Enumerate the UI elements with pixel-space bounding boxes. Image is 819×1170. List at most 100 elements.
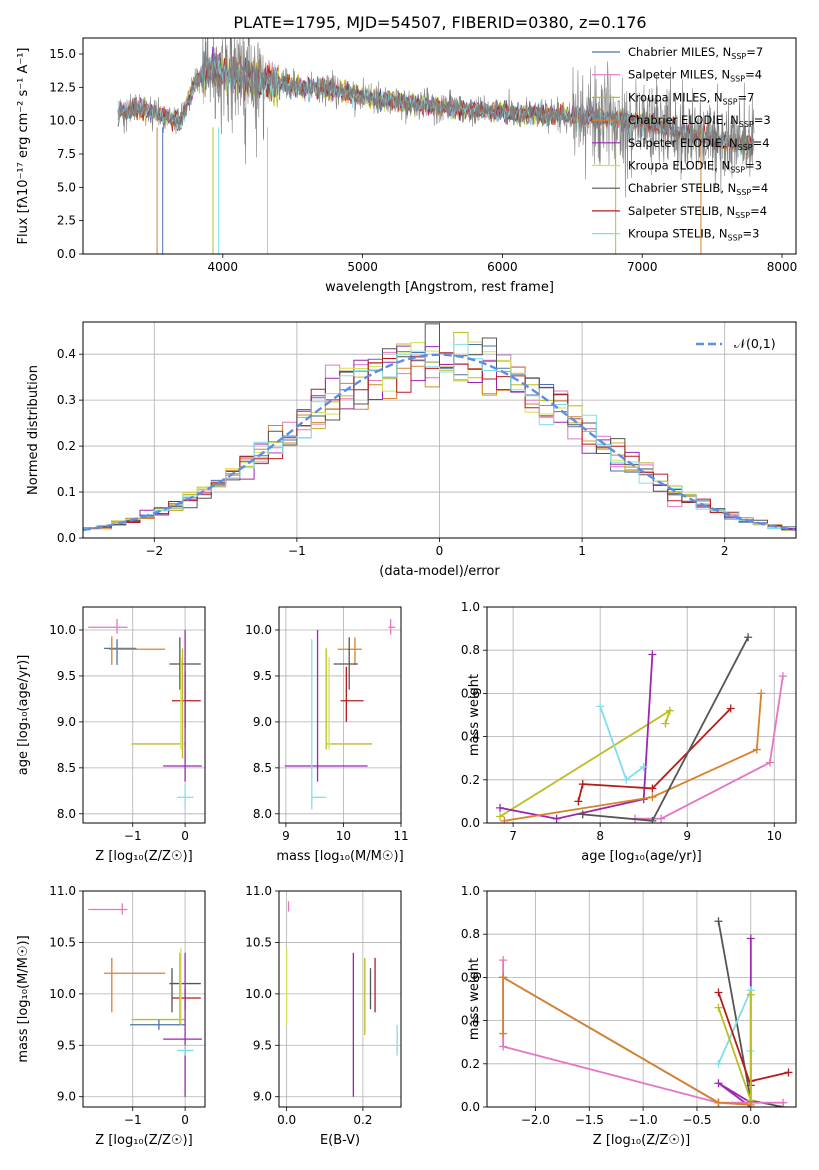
mass_vs_ebv-ytick-label: 10.0: [245, 987, 272, 1001]
normal-legend-label: 𝒩(0,1): [734, 336, 776, 351]
legend-entry: Kroupa STELIB, NSSP=3: [628, 227, 759, 243]
residuals-xlabel: (data-model)/error: [379, 564, 500, 579]
weight_vs_Z-ytick-label: 0.2: [461, 1057, 480, 1071]
legend-entry: Chabrier ELODIE, NSSP=3: [628, 113, 771, 129]
weight_vs_age-xlabel: age [log₁₀(age/yr)]: [581, 849, 702, 864]
mass-weight-marker: [746, 934, 755, 943]
weight_vs_age-panel: 7 8 9 10 0.0 0.2 0.4 0.6 0.8 1.0 age [log₁₀(age/yr…: [461, 600, 797, 864]
weight_vs_age-frame: [486, 606, 797, 824]
mass_vs_Z-xtick-label: −1: [124, 1113, 142, 1127]
spectrum-xtick-label: 4000: [208, 260, 239, 274]
weight_vs_age-xtick-label: 7: [509, 829, 517, 843]
weight_vs_Z-xtick-label: 0.0: [741, 1113, 760, 1127]
mass-weight-marker: [639, 762, 648, 771]
data-spectrum-line: [117, 38, 755, 198]
mass-weight-line: [499, 654, 654, 820]
mass-weight-marker: [499, 1042, 508, 1051]
mass-weight-marker: [752, 745, 761, 754]
mass-weight-marker: [714, 1079, 723, 1088]
residuals-ytick-label: 0.4: [57, 347, 76, 361]
mass-weight-marker: [757, 689, 766, 698]
age_vs_Z-ytick-label: 9.5: [57, 669, 76, 683]
mass_vs_Z-ytick-label: 9.5: [57, 1038, 76, 1052]
mass-weight-marker: [665, 706, 674, 715]
mass-weight-marker: [578, 780, 587, 789]
mass_vs_ebv-ytick-label: 9.5: [253, 1038, 272, 1052]
mass-weight-marker: [779, 1098, 788, 1107]
mass-weight-marker: [622, 775, 631, 784]
mass-weight-marker: [661, 719, 670, 728]
mass-weight-line: [502, 975, 751, 1106]
age_vs_Z-frame: [82, 606, 206, 824]
mass_vs_Z-xtick-label: 0: [181, 1113, 189, 1127]
mass-weight-marker: [496, 803, 505, 812]
mass_vs_ebv-ytick-label: 10.5: [245, 935, 272, 949]
residuals-xtick-label: −2: [145, 544, 163, 558]
mass_vs_Z-ytick-label: 10.0: [49, 987, 76, 1001]
spectrum-frame: [82, 37, 797, 255]
mass-weight-marker: [574, 797, 583, 806]
weight_vs_Z-ytick-label: 0.0: [461, 1100, 480, 1114]
weight_vs_Z-xtick-label: −1.0: [629, 1113, 658, 1127]
mass_vs_Z-panel: −1 0 9.0 9.5 10.0 10.5 11.0 Z [log₁₀(Z/Z☉)] mass…: [16, 884, 206, 1148]
mass-weight-marker: [744, 633, 753, 642]
weight_vs_age-plot-area: [496, 633, 787, 823]
weight_vs_age-xtick-label: 8: [596, 829, 604, 843]
residuals-ytick-label: 0.2: [57, 439, 76, 453]
residuals-ytick-label: 0.0: [57, 531, 76, 545]
mass_vs_Z-ytick-label: 9.0: [57, 1090, 76, 1104]
mass-weight-marker: [714, 1003, 723, 1012]
mass_vs_ebv-panel: 0.0 0.2 9.0 9.5 10.0 10.5 11.0 E(B-V): [245, 884, 402, 1148]
weight_vs_Z-ytick-label: 1.0: [461, 884, 480, 898]
spectrum-ytick-label: 7.5: [57, 147, 76, 161]
weight_vs_Z-ytick-label: 0.4: [461, 1014, 480, 1028]
mass_vs_Z-xlabel: Z [log₁₀(Z/Z☉)]: [95, 1133, 192, 1148]
legend-entry: Chabrier STELIB, NSSP=4: [628, 181, 768, 197]
mass-weight-marker: [746, 990, 755, 999]
spectrum-ytick-label: 5.0: [57, 180, 76, 194]
legend-entry: Kroupa MILES, NSSP=7: [628, 90, 754, 106]
residuals-ylabel: Normed distribution: [26, 365, 41, 495]
mass-weight-marker: [499, 973, 508, 982]
mass-weight-line: [504, 693, 763, 822]
age_vs_Z-ytick-label: 10.0: [49, 623, 76, 637]
age_vs_Z-ylabel: age [log₁₀(age/yr)]: [16, 655, 31, 776]
figure-title: PLATE=1795, MJD=54507, FIBERID=0380, z=0…: [233, 13, 646, 32]
spectrum-ytick-label: 12.5: [49, 80, 76, 94]
legend-entry: Kroupa ELODIE, NSSP=3: [628, 159, 762, 175]
mass-weight-marker: [648, 816, 657, 823]
age_vs_mass-ytick-label: 9.0: [253, 715, 272, 729]
weight_vs_age-ytick-label: 0.4: [461, 730, 480, 744]
mass-weight-line: [499, 708, 672, 818]
age_vs_mass-ytick-label: 8.0: [253, 807, 272, 821]
mass_vs_Z-plot-area: [88, 903, 202, 1097]
mass_vs_ebv-xlabel: E(B-V): [320, 1133, 360, 1148]
weight_vs_age-ytick-label: 1.0: [461, 600, 480, 614]
weight_vs_Z-ytick-label: 0.8: [461, 927, 480, 941]
spectrum-xtick-label: 5000: [347, 260, 378, 274]
mass-weight-marker: [499, 956, 508, 965]
mass_vs_ebv-frame: [278, 890, 402, 1108]
residuals-xtick-label: 2: [721, 544, 729, 558]
mass-weight-marker: [714, 1098, 723, 1107]
age_vs_Z-plot-area: [88, 618, 202, 810]
weight_vs_Z-xtick-label: −0.5: [682, 1113, 711, 1127]
weight_vs_age-ytick-label: 0.6: [461, 686, 480, 700]
age_vs_mass-plot-area: [284, 618, 396, 810]
weight_vs_age-xtick-label: 10: [767, 829, 782, 843]
mass-weight-marker: [500, 816, 509, 823]
spectrum-ytick-label: 10.0: [49, 114, 76, 128]
weight_vs_age-xtick-label: 9: [683, 829, 691, 843]
mass-weight-marker: [657, 814, 666, 823]
weight_vs_Z-xtick-label: −1.5: [575, 1113, 604, 1127]
spectrum-xtick-label: 7000: [627, 260, 658, 274]
mass-weight-marker: [648, 793, 657, 802]
spectrum-ylabel: Flux [fλ10⁻¹⁷ erg cm⁻² s⁻¹ A⁻¹]: [16, 48, 31, 245]
residuals-xtick-label: 0: [436, 544, 444, 558]
weight_vs_Z-ylabel: mass weight: [467, 958, 482, 1040]
mass_vs_ebv-xtick-label: 0.2: [353, 1113, 372, 1127]
weight_vs_Z-panel: −2.0 −1.5 −1.0 −0.5 0.0 0.0 0.2 0.4 0.6 0.8 1.0 Z […: [461, 884, 797, 1148]
age_vs_mass-ytick-label: 10.0: [245, 623, 272, 637]
spectrum-plot-area: [117, 38, 755, 254]
mass-weight-marker: [714, 917, 723, 926]
